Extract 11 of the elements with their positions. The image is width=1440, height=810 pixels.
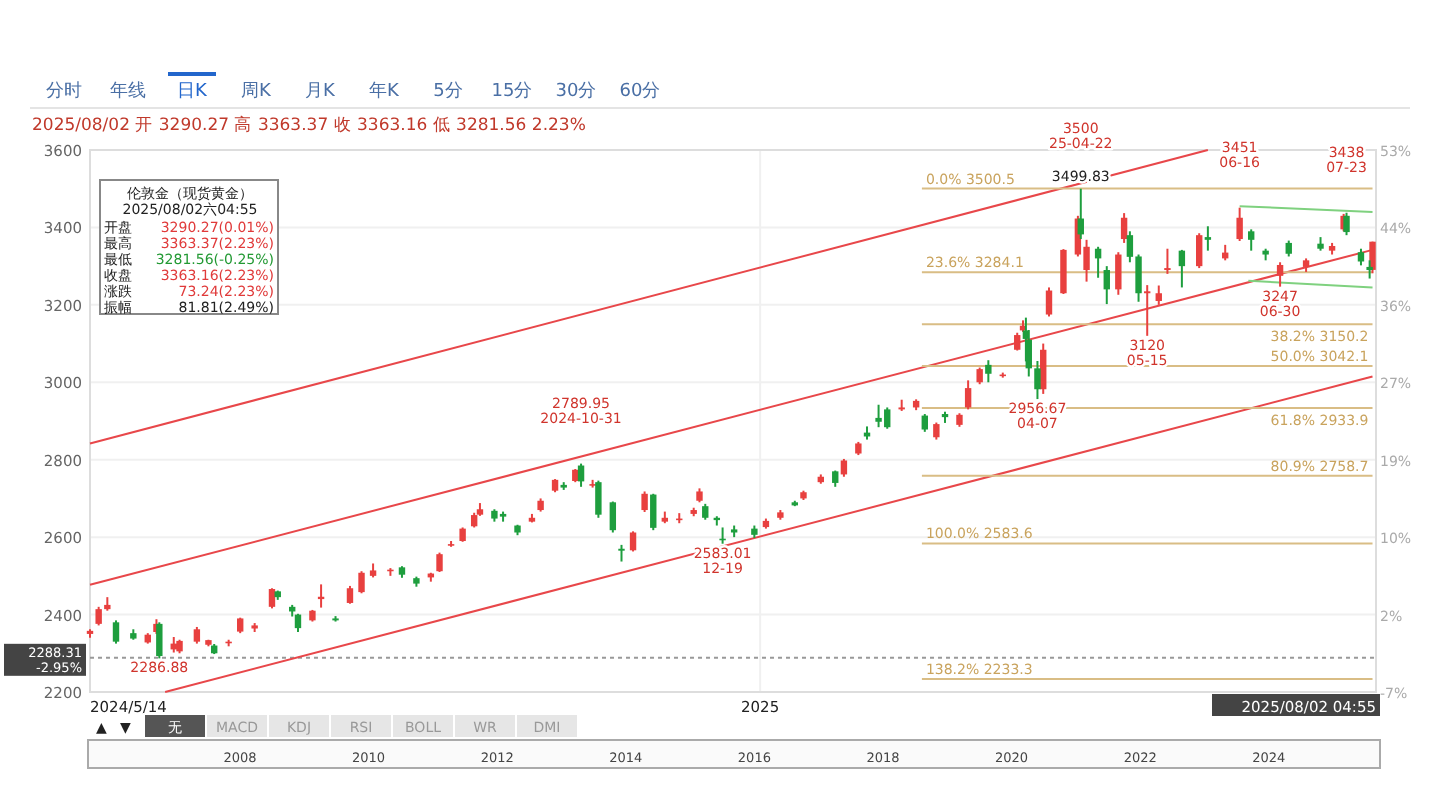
chart-title: 2025/08/02 开 3290.27 高 3363.37 收 3363.16 低 3281.56 2.23% [32,114,586,136]
text: 60分 [619,80,661,102]
text: 年K [369,80,402,102]
text: 30分 [555,80,597,102]
text: 15分 [491,80,533,102]
text: 年线 [110,80,146,102]
text: 周K [241,80,274,102]
text: 分时 [46,80,82,102]
text: 日K [177,82,210,102]
text: 5分 [433,80,463,102]
text: 月K [305,82,338,102]
